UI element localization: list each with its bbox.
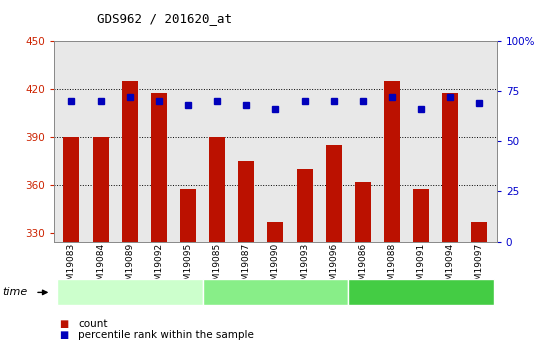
Text: percentile rank within the sample: percentile rank within the sample xyxy=(78,330,254,339)
Text: time: time xyxy=(3,287,28,297)
Bar xyxy=(64,137,79,242)
Bar xyxy=(238,161,254,242)
Text: 60 min after exercise: 60 min after exercise xyxy=(366,287,476,297)
Bar xyxy=(442,92,458,242)
Bar xyxy=(296,169,313,242)
Bar xyxy=(209,137,225,242)
Text: ■: ■ xyxy=(59,330,69,339)
Bar xyxy=(267,222,284,242)
Bar xyxy=(413,189,429,241)
Bar xyxy=(180,189,196,241)
Bar xyxy=(326,146,342,242)
Bar xyxy=(92,137,109,242)
Text: before exercise: before exercise xyxy=(90,287,170,297)
Bar xyxy=(355,182,371,241)
Bar xyxy=(471,222,487,242)
Text: after exercise: after exercise xyxy=(240,287,311,297)
Text: GDS962 / 201620_at: GDS962 / 201620_at xyxy=(97,12,232,25)
Text: count: count xyxy=(78,319,108,328)
Bar xyxy=(151,92,167,242)
Bar xyxy=(122,81,138,242)
Bar xyxy=(384,81,400,242)
Text: ■: ■ xyxy=(59,319,69,328)
